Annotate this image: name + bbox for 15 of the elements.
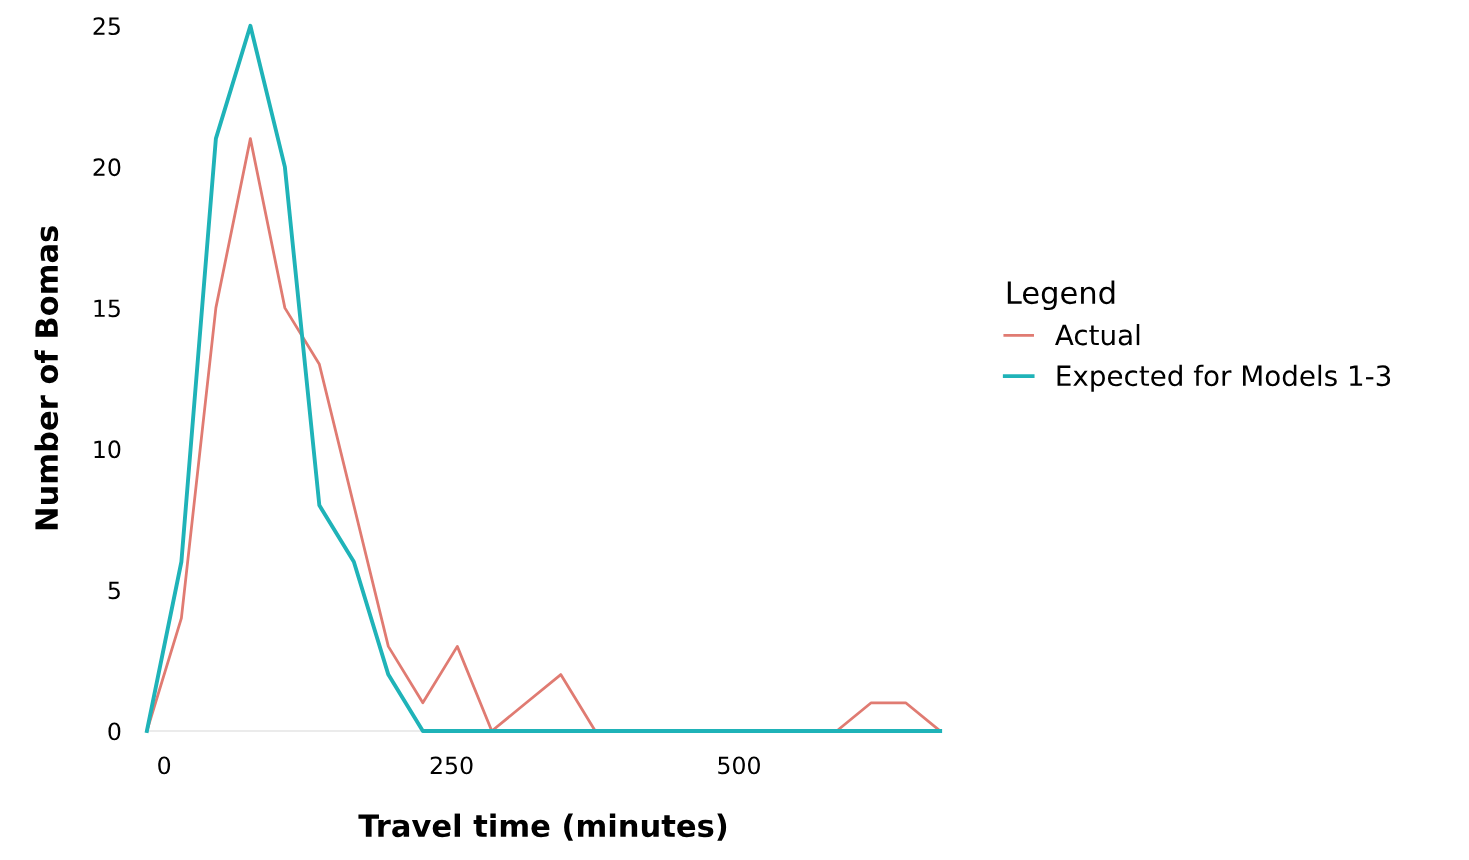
y-tick-label: 20 bbox=[93, 158, 121, 177]
x-tick-label: 500 bbox=[718, 756, 760, 775]
x-tick-label: 0 bbox=[158, 756, 171, 775]
legend-label: Actual bbox=[1055, 323, 1140, 346]
y-tick-label: 15 bbox=[94, 299, 120, 318]
x-tick-label: 250 bbox=[430, 756, 473, 775]
y-tick-label: 0 bbox=[108, 722, 121, 741]
y-tick-label: 10 bbox=[94, 440, 121, 459]
line-series bbox=[144, 23, 943, 733]
y-tick-label: 5 bbox=[108, 581, 120, 600]
y-axis-title: Number of Bomas bbox=[34, 226, 59, 530]
legend-title: Legend bbox=[1007, 280, 1115, 311]
x-axis-title: Travel time (minutes) bbox=[358, 813, 727, 841]
legend-label: Expected for Models 1-3 bbox=[1057, 364, 1391, 392]
y-tick-label: 25 bbox=[93, 17, 120, 36]
